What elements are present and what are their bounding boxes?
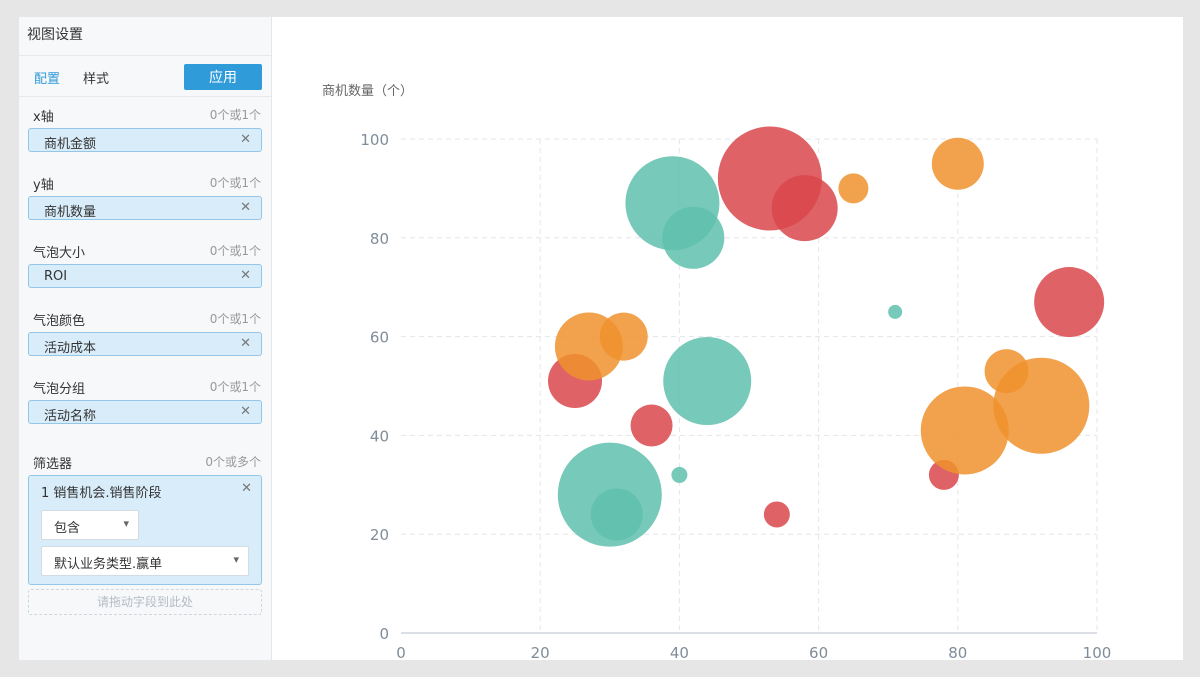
y-axis-label: 商机数量（个） (322, 84, 413, 99)
close-icon[interactable]: ✕ (240, 200, 251, 215)
field-bubble-group: 气泡分组 0个或1个 活动名称 ✕ (28, 376, 262, 424)
chevron-down-icon: ▾ (123, 517, 129, 530)
value-select-value: 默认业务类型.赢单 (54, 557, 163, 572)
field-hint: 0个或1个 (209, 108, 261, 122)
y-tick-label: 0 (379, 625, 389, 643)
y-tick-label: 20 (370, 526, 389, 544)
bubble-red[interactable] (630, 404, 673, 447)
field-hint: 0个或1个 (209, 380, 261, 394)
field-label: 气泡颜色 (33, 314, 86, 329)
bubble-teal[interactable] (663, 337, 752, 426)
bubble-red[interactable] (1034, 267, 1105, 338)
bubble-teal[interactable] (888, 304, 903, 319)
value-select[interactable]: 默认业务类型.赢单 ▾ (41, 546, 249, 576)
apply-button[interactable]: 应用 (184, 64, 262, 90)
close-icon[interactable]: ✕ (240, 132, 251, 147)
filter-label: 筛选器 (33, 457, 73, 472)
x-tick-label: 100 (1083, 644, 1112, 660)
x-tick-label: 20 (531, 644, 550, 660)
bubble-chart: 商机数量（个） 0 20 40 60 80 100 0 20 40 60 80 100 (322, 84, 1111, 660)
operator-select-value: 包含 (54, 521, 81, 536)
close-icon[interactable]: ✕ (240, 268, 251, 283)
chart-area: 商机数量（个） 0 20 40 60 80 100 0 20 40 60 80 100 (272, 17, 1183, 660)
field-label: x轴 (33, 110, 54, 125)
y-tick-label: 100 (360, 131, 389, 149)
bubble-series (548, 126, 1105, 547)
y-tick-label: 40 (370, 427, 389, 445)
tab-bar: 配置 样式 应用 (19, 56, 271, 97)
bubble-orange[interactable] (920, 386, 1009, 475)
bubble-orange[interactable] (993, 357, 1090, 454)
field-bubble-size: 气泡大小 0个或1个 ROI ✕ (28, 240, 262, 288)
y-tick-label: 60 (370, 329, 389, 347)
x-tick-label: 40 (670, 644, 689, 660)
tab-config[interactable]: 配置 (34, 72, 61, 87)
filter-item-title: 1 销售机会.销售阶段 (41, 486, 162, 501)
bubble-teal[interactable] (671, 466, 688, 483)
close-icon[interactable]: ✕ (240, 404, 251, 419)
field-bubble-color: 气泡颜色 0个或1个 活动成本 ✕ (28, 308, 262, 356)
bubble-red[interactable] (771, 175, 838, 242)
operator-select[interactable]: 包含 ▾ (41, 510, 139, 540)
chip-label: 商机金额 (44, 137, 97, 152)
field-label: 气泡大小 (33, 246, 86, 261)
filter-header: 筛选器 0个或多个 (28, 451, 262, 475)
chip-label: 活动成本 (44, 341, 97, 356)
chip-label: 商机数量 (44, 205, 97, 220)
chevron-down-icon: ▾ (233, 553, 239, 566)
chip-label: ROI (44, 269, 68, 284)
field-chip[interactable]: ROI ✕ (28, 264, 262, 288)
field-hint: 0个或1个 (209, 176, 261, 190)
chip-label: 活动名称 (44, 409, 97, 424)
field-label: 气泡分组 (33, 382, 86, 397)
filter-item: 1 销售机会.销售阶段 ✕ 包含 ▾ 默认业务类型.赢单 ▾ (28, 475, 262, 585)
x-tick-label: 60 (809, 644, 828, 660)
field-chip[interactable]: 商机数量 ✕ (28, 196, 262, 220)
sidebar-panel: 视图设置 配置 样式 应用 x轴 0个或1个 商机金额 ✕ y轴 0个或1个 商… (19, 17, 272, 660)
bubble-red[interactable] (763, 501, 790, 528)
field-chip[interactable]: 商机金额 ✕ (28, 128, 262, 152)
bubble-orange[interactable] (931, 137, 984, 190)
filter-hint: 0个或多个 (205, 455, 261, 469)
field-chip[interactable]: 活动成本 ✕ (28, 332, 262, 356)
x-tick-label: 0 (396, 644, 406, 660)
panel-title: 视图设置 (19, 17, 271, 56)
field-hint: 0个或1个 (209, 244, 261, 258)
field-label: y轴 (33, 178, 54, 193)
view-settings-window: 视图设置 配置 样式 应用 x轴 0个或1个 商机金额 ✕ y轴 0个或1个 商… (19, 17, 1183, 660)
field-y-axis: y轴 0个或1个 商机数量 ✕ (28, 172, 262, 220)
x-tick-label: 80 (948, 644, 967, 660)
field-drop-zone[interactable]: 请拖动字段到此处 (28, 589, 262, 615)
close-icon[interactable]: ✕ (241, 481, 252, 496)
bubble-teal[interactable] (590, 488, 643, 541)
field-chip[interactable]: 活动名称 ✕ (28, 400, 262, 424)
close-icon[interactable]: ✕ (240, 336, 251, 351)
bubble-orange[interactable] (838, 173, 869, 204)
bubble-orange[interactable] (599, 312, 648, 361)
bubble-teal[interactable] (662, 206, 725, 269)
axes: 0 20 40 60 80 100 0 20 40 60 80 100 (360, 131, 1111, 660)
tab-style[interactable]: 样式 (83, 72, 110, 87)
field-hint: 0个或1个 (209, 312, 261, 326)
field-x-axis: x轴 0个或1个 商机金额 ✕ (28, 104, 262, 152)
y-tick-label: 80 (370, 230, 389, 248)
